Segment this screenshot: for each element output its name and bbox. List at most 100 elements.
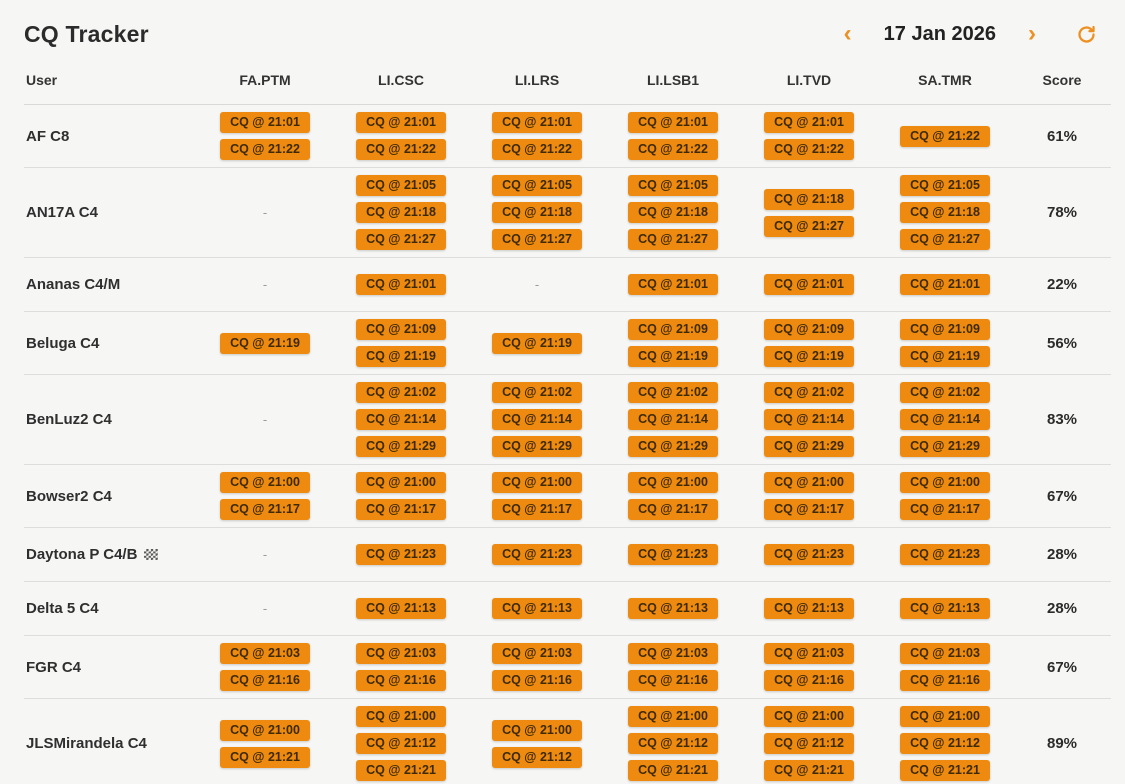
cq-badge[interactable]: CQ @ 21:05: [356, 175, 446, 196]
cq-badge[interactable]: CQ @ 21:12: [356, 733, 446, 754]
cq-badge[interactable]: CQ @ 21:21: [220, 746, 310, 768]
cq-badge[interactable]: CQ @ 21:00: [492, 472, 582, 493]
cq-badge[interactable]: CQ @ 21:23: [356, 544, 446, 565]
cq-badge[interactable]: CQ @ 21:03: [628, 643, 718, 664]
cq-badge[interactable]: CQ @ 21:19: [220, 332, 310, 354]
cq-badge[interactable]: CQ @ 21:14: [628, 409, 718, 430]
cq-badge[interactable]: CQ @ 21:27: [900, 229, 990, 250]
cq-badge[interactable]: CQ @ 21:21: [356, 760, 446, 781]
cq-badge[interactable]: CQ @ 21:09: [900, 319, 990, 340]
cq-badge[interactable]: CQ @ 21:03: [900, 643, 990, 664]
cq-badge[interactable]: CQ @ 21:12: [900, 733, 990, 754]
cq-badge[interactable]: CQ @ 21:14: [356, 409, 446, 430]
cq-badge[interactable]: CQ @ 21:22: [628, 139, 718, 160]
cq-badge[interactable]: CQ @ 21:21: [764, 760, 854, 781]
cq-badge[interactable]: CQ @ 21:05: [492, 175, 582, 196]
cq-badge[interactable]: CQ @ 21:23: [900, 544, 990, 565]
cq-badge[interactable]: CQ @ 21:00: [628, 472, 718, 493]
cq-badge[interactable]: CQ @ 21:17: [356, 499, 446, 520]
cq-badge[interactable]: CQ @ 21:16: [900, 670, 990, 691]
cq-badge[interactable]: CQ @ 21:02: [764, 382, 854, 403]
cq-badge[interactable]: CQ @ 21:01: [356, 112, 446, 133]
cq-badge[interactable]: CQ @ 21:19: [356, 346, 446, 367]
cq-badge[interactable]: CQ @ 21:19: [900, 346, 990, 367]
cq-badge[interactable]: CQ @ 21:01: [492, 112, 582, 133]
cq-badge[interactable]: CQ @ 21:03: [220, 643, 310, 664]
prev-day-button[interactable]: ‹: [836, 20, 860, 48]
cq-badge[interactable]: CQ @ 21:01: [356, 274, 446, 295]
cq-badge[interactable]: CQ @ 21:09: [764, 319, 854, 340]
cq-badge[interactable]: CQ @ 21:22: [220, 139, 310, 160]
cq-badge[interactable]: CQ @ 21:13: [764, 598, 854, 619]
refresh-button[interactable]: [1074, 22, 1099, 47]
cq-badge[interactable]: CQ @ 21:21: [900, 760, 990, 781]
cq-badge[interactable]: CQ @ 21:05: [900, 175, 990, 196]
cq-badge[interactable]: CQ @ 21:12: [764, 733, 854, 754]
cq-badge[interactable]: CQ @ 21:17: [492, 499, 582, 520]
cq-badge[interactable]: CQ @ 21:00: [220, 719, 310, 741]
cq-badge[interactable]: CQ @ 21:29: [356, 436, 446, 457]
cq-badge[interactable]: CQ @ 21:16: [492, 670, 582, 691]
cq-badge[interactable]: CQ @ 21:29: [628, 436, 718, 457]
cq-badge[interactable]: CQ @ 21:03: [764, 643, 854, 664]
cq-badge[interactable]: CQ @ 21:16: [764, 670, 854, 691]
cq-badge[interactable]: CQ @ 21:18: [628, 202, 718, 223]
cq-badge[interactable]: CQ @ 21:27: [764, 215, 854, 237]
cq-badge[interactable]: CQ @ 21:27: [492, 229, 582, 250]
cq-badge[interactable]: CQ @ 21:00: [220, 472, 310, 493]
cq-badge[interactable]: CQ @ 21:00: [900, 706, 990, 727]
cq-badge[interactable]: CQ @ 21:23: [764, 544, 854, 565]
cq-badge[interactable]: CQ @ 21:16: [220, 670, 310, 691]
cq-badge[interactable]: CQ @ 21:29: [492, 436, 582, 457]
cq-badge[interactable]: CQ @ 21:02: [492, 382, 582, 403]
cq-badge[interactable]: CQ @ 21:23: [492, 544, 582, 565]
cq-badge[interactable]: CQ @ 21:21: [628, 760, 718, 781]
cq-badge[interactable]: CQ @ 21:14: [492, 409, 582, 430]
cq-badge[interactable]: CQ @ 21:09: [356, 319, 446, 340]
cq-badge[interactable]: CQ @ 21:00: [492, 719, 582, 741]
cq-badge[interactable]: CQ @ 21:17: [900, 499, 990, 520]
cq-badge[interactable]: CQ @ 21:02: [628, 382, 718, 403]
cq-badge[interactable]: CQ @ 21:09: [628, 319, 718, 340]
cq-badge[interactable]: CQ @ 21:13: [356, 598, 446, 619]
cq-badge[interactable]: CQ @ 21:00: [900, 472, 990, 493]
cq-badge[interactable]: CQ @ 21:12: [492, 746, 582, 768]
cq-badge[interactable]: CQ @ 21:13: [628, 598, 718, 619]
cq-badge[interactable]: CQ @ 21:16: [356, 670, 446, 691]
cq-badge[interactable]: CQ @ 21:01: [220, 112, 310, 133]
cq-badge[interactable]: CQ @ 21:01: [628, 274, 718, 295]
cq-badge[interactable]: CQ @ 21:22: [356, 139, 446, 160]
cq-badge[interactable]: CQ @ 21:22: [492, 139, 582, 160]
cq-badge[interactable]: CQ @ 21:13: [492, 598, 582, 619]
cq-badge[interactable]: CQ @ 21:03: [356, 643, 446, 664]
cq-badge[interactable]: CQ @ 21:14: [900, 409, 990, 430]
cq-badge[interactable]: CQ @ 21:05: [628, 175, 718, 196]
cq-badge[interactable]: CQ @ 21:18: [492, 202, 582, 223]
cq-badge[interactable]: CQ @ 21:14: [764, 409, 854, 430]
cq-badge[interactable]: CQ @ 21:03: [492, 643, 582, 664]
cq-badge[interactable]: CQ @ 21:17: [628, 499, 718, 520]
cq-badge[interactable]: CQ @ 21:23: [628, 544, 718, 565]
cq-badge[interactable]: CQ @ 21:19: [492, 332, 582, 354]
cq-badge[interactable]: CQ @ 21:29: [764, 436, 854, 457]
cq-badge[interactable]: CQ @ 21:00: [628, 706, 718, 727]
cq-badge[interactable]: CQ @ 21:13: [900, 598, 990, 619]
cq-badge[interactable]: CQ @ 21:01: [764, 274, 854, 295]
cq-badge[interactable]: CQ @ 21:17: [220, 499, 310, 520]
cq-badge[interactable]: CQ @ 21:01: [628, 112, 718, 133]
cq-badge[interactable]: CQ @ 21:16: [628, 670, 718, 691]
cq-badge[interactable]: CQ @ 21:02: [356, 382, 446, 403]
cq-badge[interactable]: CQ @ 21:18: [356, 202, 446, 223]
next-day-button[interactable]: ›: [1020, 20, 1044, 48]
cq-badge[interactable]: CQ @ 21:19: [628, 346, 718, 367]
cq-badge[interactable]: CQ @ 21:00: [764, 706, 854, 727]
cq-badge[interactable]: CQ @ 21:19: [764, 346, 854, 367]
cq-badge[interactable]: CQ @ 21:00: [764, 472, 854, 493]
cq-badge[interactable]: CQ @ 21:01: [764, 112, 854, 133]
cq-badge[interactable]: CQ @ 21:12: [628, 733, 718, 754]
cq-badge[interactable]: CQ @ 21:02: [900, 382, 990, 403]
cq-badge[interactable]: CQ @ 21:18: [900, 202, 990, 223]
cq-badge[interactable]: CQ @ 21:22: [900, 125, 990, 147]
cq-badge[interactable]: CQ @ 21:00: [356, 472, 446, 493]
cq-badge[interactable]: CQ @ 21:00: [356, 706, 446, 727]
